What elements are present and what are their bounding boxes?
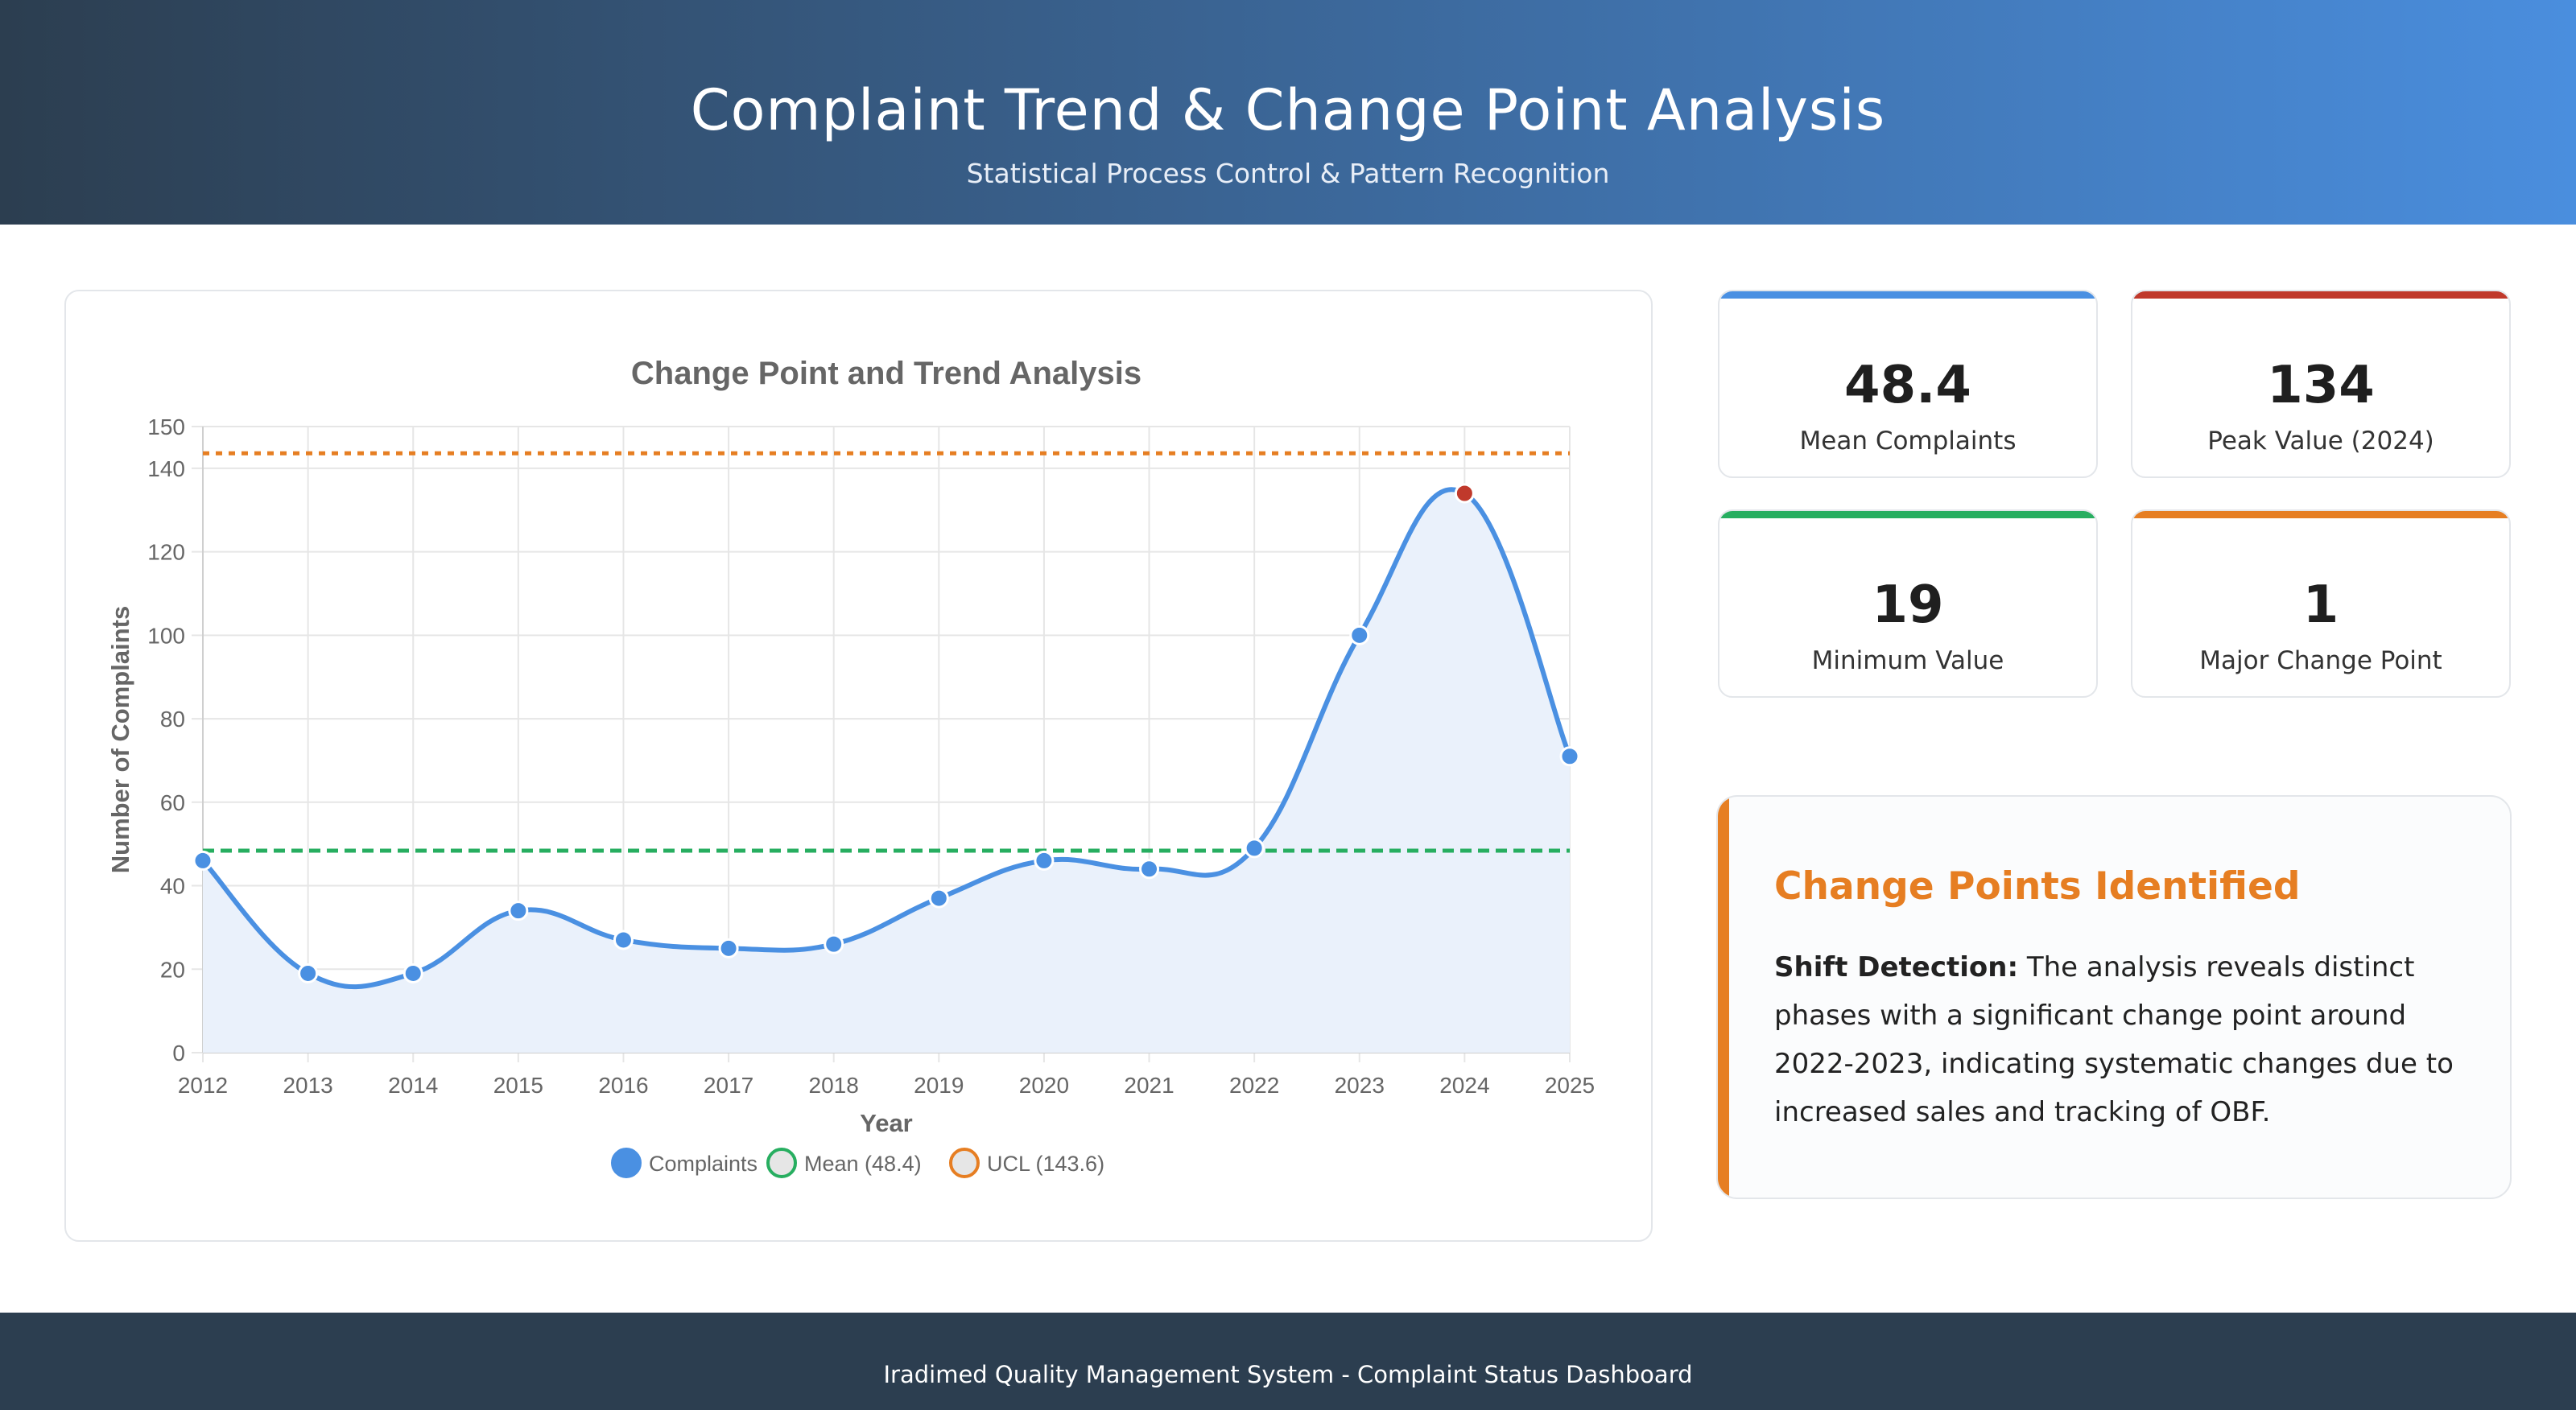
x-tick-label: 2014 xyxy=(388,1073,438,1098)
y-tick-label: 40 xyxy=(160,874,185,899)
info-accent-bar xyxy=(1718,797,1729,1198)
stat-value: 1 xyxy=(2302,575,2339,635)
stat-accent-bar xyxy=(2132,511,2509,518)
legend-mean-marker xyxy=(766,1148,797,1178)
y-tick-label: 140 xyxy=(147,456,185,481)
info-text: The analysis reveals distinct phases wit… xyxy=(1774,951,2454,1128)
x-tick-label: 2013 xyxy=(283,1073,332,1098)
legend-ucl-marker xyxy=(949,1148,980,1178)
data-point xyxy=(718,938,739,959)
stat-label: Peak Value (2024) xyxy=(2207,427,2434,456)
x-tick-label: 2024 xyxy=(1439,1073,1489,1098)
x-tick-label: 2017 xyxy=(704,1073,753,1098)
peak-point xyxy=(1454,483,1475,504)
page-header: Complaint Trend & Change Point Analysis … xyxy=(0,0,2576,225)
stat-card-mean: 48.4 Mean Complaints xyxy=(1718,290,2098,478)
data-point xyxy=(402,963,423,983)
y-tick-label: 150 xyxy=(147,414,185,439)
y-tick-label: 0 xyxy=(172,1041,185,1066)
stat-card-change-point: 1 Major Change Point xyxy=(2131,509,2511,698)
data-point xyxy=(1034,850,1055,871)
page-subtitle: Statistical Process Control & Pattern Re… xyxy=(966,158,1610,189)
x-tick-label: 2023 xyxy=(1335,1073,1385,1098)
data-point xyxy=(1244,838,1265,859)
legend-complaints-label: Complaints xyxy=(649,1152,758,1176)
stat-value: 48.4 xyxy=(1844,356,1971,415)
x-tick-label: 2012 xyxy=(178,1073,228,1098)
legend-ucl-label: UCL (143.6) xyxy=(987,1152,1104,1176)
data-point xyxy=(298,963,319,983)
data-point xyxy=(508,901,529,921)
y-tick-label: 20 xyxy=(160,957,185,982)
stat-accent-bar xyxy=(1719,511,2096,518)
x-tick-label: 2021 xyxy=(1124,1073,1174,1098)
info-lead: Shift Detection: xyxy=(1774,951,2019,983)
data-point xyxy=(824,934,844,954)
stat-card-peak: 134 Peak Value (2024) xyxy=(2131,290,2511,478)
footer-text: Iradimed Quality Management System - Com… xyxy=(883,1361,1693,1388)
legend-complaints-marker xyxy=(611,1148,642,1178)
data-point xyxy=(1349,625,1370,645)
data-point xyxy=(613,930,634,950)
data-point xyxy=(928,888,949,909)
y-tick-label: 120 xyxy=(147,540,185,565)
page-footer: Iradimed Quality Management System - Com… xyxy=(0,1313,2576,1410)
trend-chart: Change Point and Trend Analysis 0 20 40 60 80… xyxy=(106,356,1595,1178)
x-tick-label: 2022 xyxy=(1229,1073,1279,1098)
y-tick-label: 80 xyxy=(160,707,185,732)
change-points-card: Change Points Identified Shift Detection… xyxy=(1716,795,2512,1199)
chart-title: Change Point and Trend Analysis xyxy=(631,356,1141,391)
x-tick-label: 2020 xyxy=(1019,1073,1069,1098)
stat-label: Major Change Point xyxy=(2199,646,2442,675)
stat-label: Minimum Value xyxy=(1811,646,2004,675)
y-axis-title: Number of Complaints xyxy=(106,606,134,873)
chart-card: Change Point and Trend Analysis 0 20 40 60 80… xyxy=(64,290,1653,1242)
x-tick-label: 2018 xyxy=(809,1073,859,1098)
stat-value: 134 xyxy=(2267,356,2375,415)
stat-card-minimum: 19 Minimum Value xyxy=(1718,509,2098,698)
data-point xyxy=(1139,859,1160,880)
x-axis-title: Year xyxy=(860,1109,913,1137)
info-heading: Change Points Identified xyxy=(1774,864,2301,909)
stat-label: Mean Complaints xyxy=(1799,427,2017,456)
stat-accent-bar xyxy=(1719,291,2096,299)
x-tick-label: 2019 xyxy=(914,1073,964,1098)
x-tick-label: 2025 xyxy=(1545,1073,1595,1098)
stat-accent-bar xyxy=(2132,291,2509,299)
x-tick-label: 2016 xyxy=(598,1073,648,1098)
data-point xyxy=(192,850,213,871)
stat-value: 19 xyxy=(1872,575,1944,635)
y-tick-label: 100 xyxy=(147,623,185,648)
info-body: Shift Detection: The analysis reveals di… xyxy=(1774,943,2467,1136)
page-title: Complaint Trend & Change Point Analysis xyxy=(690,77,1886,143)
legend-mean-label: Mean (48.4) xyxy=(804,1152,922,1176)
data-point xyxy=(1559,746,1580,767)
y-tick-label: 60 xyxy=(160,790,185,815)
x-tick-label: 2015 xyxy=(493,1073,543,1098)
